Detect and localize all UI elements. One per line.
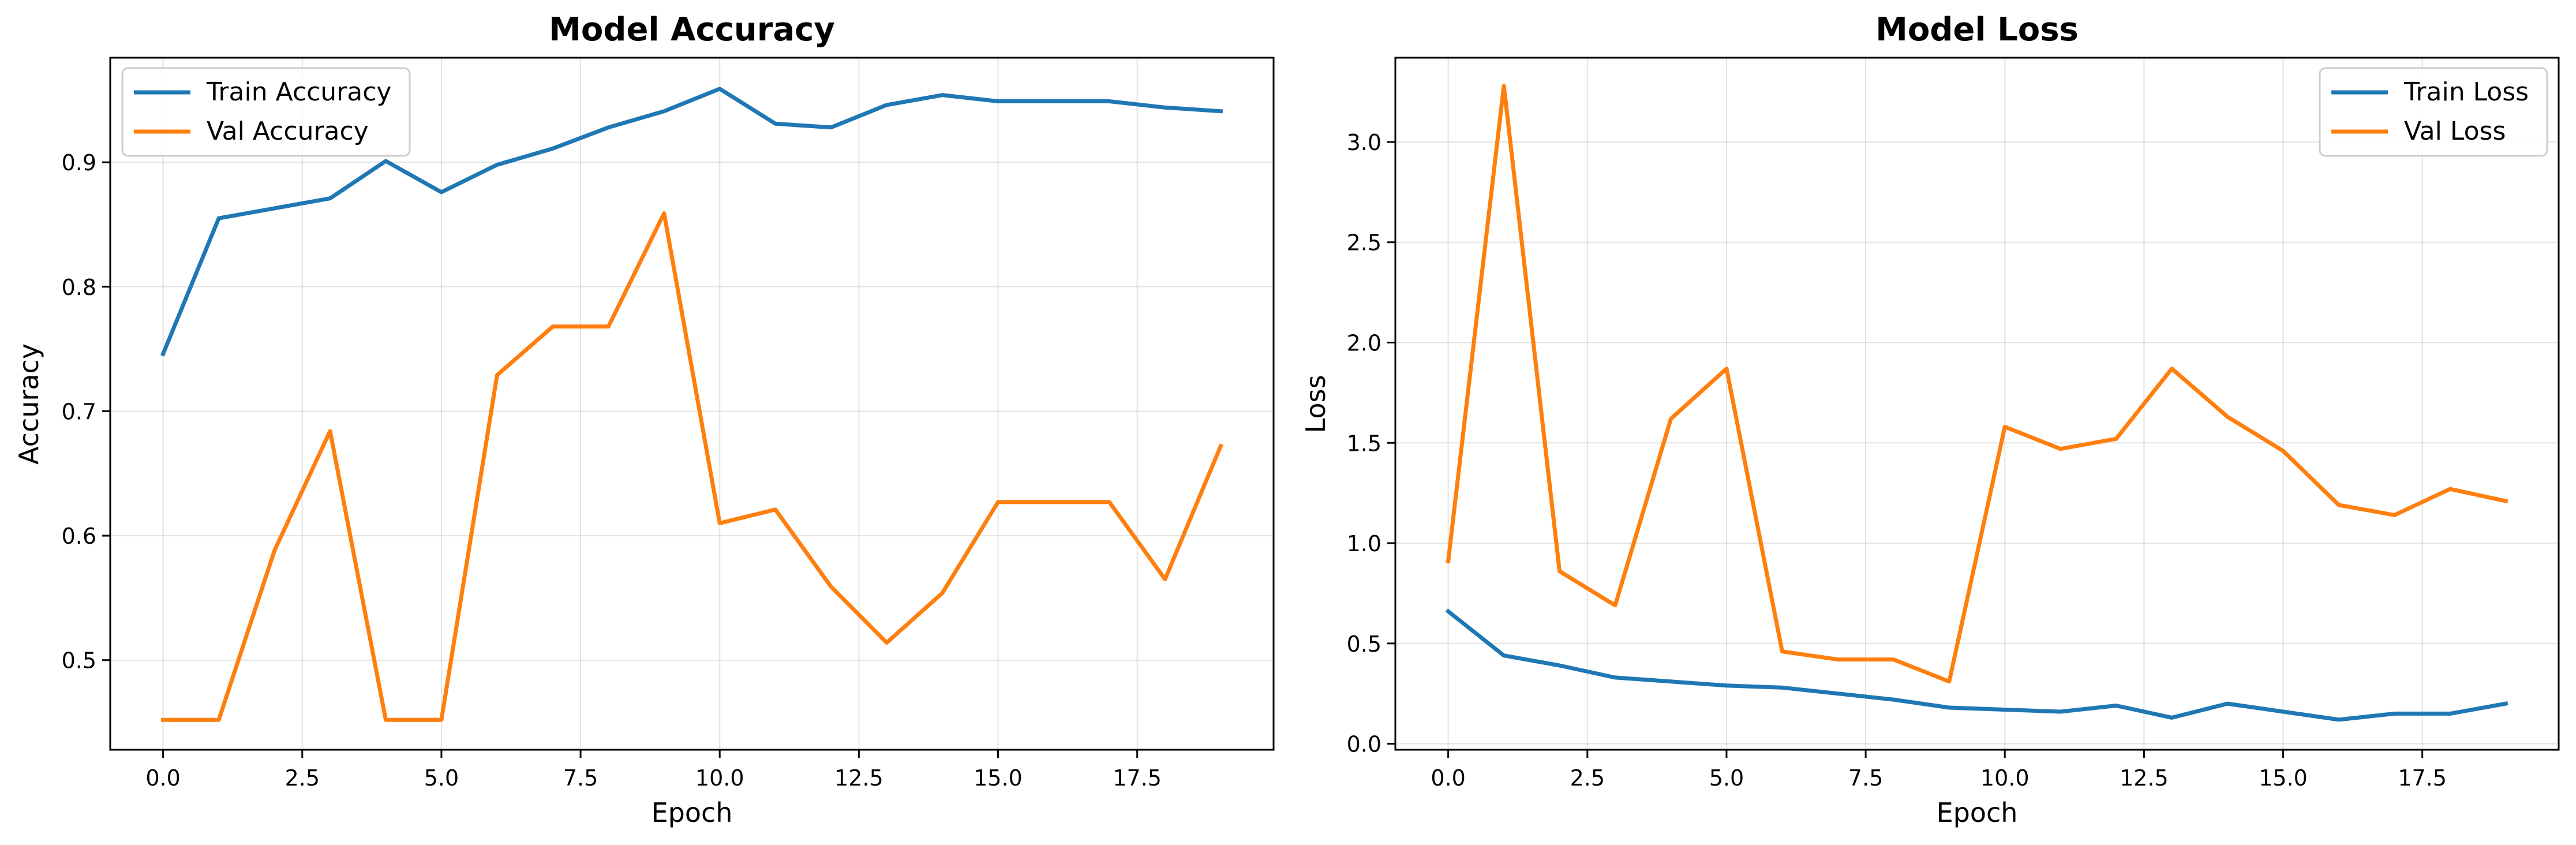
accuracy-grid — [110, 58, 1274, 750]
series-line-train-accuracy — [160, 87, 1223, 357]
x-tick-label: 15.0 — [2259, 765, 2308, 791]
y-tick-label: 0.5 — [1347, 631, 1381, 657]
accuracy-chart-title: Model Accuracy — [549, 11, 835, 48]
x-tick-label: 7.5 — [563, 765, 598, 791]
x-tick-label: 5.0 — [1709, 765, 1744, 791]
accuracy-series — [160, 87, 1223, 722]
x-tick-label: 12.5 — [834, 765, 883, 791]
loss-plot-frame — [1394, 57, 2560, 751]
accuracy-y-ticks: 0.5 0.6 0.7 0.8 0.9 — [62, 150, 110, 674]
y-tick-label: 2.0 — [1347, 331, 1381, 356]
accuracy-plot-frame — [109, 57, 1275, 751]
accuracy-y-axis-label: Accuracy — [13, 343, 44, 465]
y-tick-label: 1.0 — [1347, 531, 1381, 556]
loss-x-ticks: 0.0 2.5 5.0 7.5 10.0 12.5 15.0 17.5 — [1431, 750, 2447, 791]
x-tick-label: 12.5 — [2120, 765, 2169, 791]
loss-y-axis-label: Loss — [1300, 375, 1331, 433]
x-tick-label: 10.0 — [695, 765, 744, 791]
y-tick-label: 1.5 — [1347, 431, 1381, 456]
x-tick-label: 2.5 — [285, 765, 320, 791]
legend-label-train-loss: Train Loss — [2403, 77, 2529, 107]
y-tick-label: 3.0 — [1347, 130, 1381, 155]
accuracy-x-ticks: 0.0 2.5 5.0 7.5 10.0 12.5 15.0 17.5 — [145, 750, 1162, 791]
series-line-train-loss — [1445, 608, 2508, 722]
x-tick-label: 2.5 — [1570, 765, 1605, 791]
x-tick-label: 17.5 — [1113, 765, 1162, 791]
loss-chart: 0.0 2.5 5.0 7.5 10.0 12.5 15.0 17.5 0.0 0.5 1.0 1.… — [1300, 11, 2560, 828]
y-tick-label: 0.7 — [62, 399, 96, 424]
loss-x-axis-label: Epoch — [1937, 797, 2018, 828]
series-line-val-accuracy — [161, 211, 1223, 722]
legend-label-val-loss: Val Loss — [2404, 117, 2506, 146]
x-tick-label: 10.0 — [1980, 765, 2030, 791]
series-line-val-loss — [1446, 84, 2508, 684]
x-tick-label: 7.5 — [1848, 765, 1883, 791]
accuracy-legend: Train Accuracy Val Accuracy — [121, 67, 411, 157]
legend-label-train-accuracy: Train Accuracy — [206, 77, 391, 107]
loss-grid — [1395, 58, 2559, 750]
loss-legend: Train Loss Val Loss — [2319, 67, 2548, 157]
x-tick-label: 5.0 — [424, 765, 459, 791]
x-tick-label: 17.5 — [2398, 765, 2447, 791]
accuracy-x-axis-label: Epoch — [652, 797, 733, 828]
loss-y-ticks: 0.0 0.5 1.0 1.5 2.0 2.5 3.0 — [1347, 130, 1395, 757]
x-tick-label: 0.0 — [145, 765, 180, 791]
y-tick-label: 0.5 — [62, 648, 96, 674]
y-tick-label: 0.0 — [1347, 732, 1381, 757]
legend-label-val-accuracy: Val Accuracy — [207, 117, 369, 146]
y-tick-label: 0.9 — [62, 150, 96, 175]
y-tick-label: 2.5 — [1347, 230, 1381, 256]
x-tick-label: 15.0 — [974, 765, 1023, 791]
accuracy-chart: 0.0 2.5 5.0 7.5 10.0 12.5 15.0 17.5 0.50.60.70.… — [13, 11, 1275, 828]
loss-chart-title: Model Loss — [1875, 11, 2079, 48]
y-tick-label: 0.8 — [62, 275, 96, 300]
accuracy-legend-box — [121, 67, 411, 157]
loss-series — [1445, 84, 2508, 722]
y-tick-label: 0.6 — [62, 524, 96, 549]
loss-legend-box — [2319, 67, 2548, 157]
x-tick-label: 0.0 — [1431, 765, 1465, 791]
